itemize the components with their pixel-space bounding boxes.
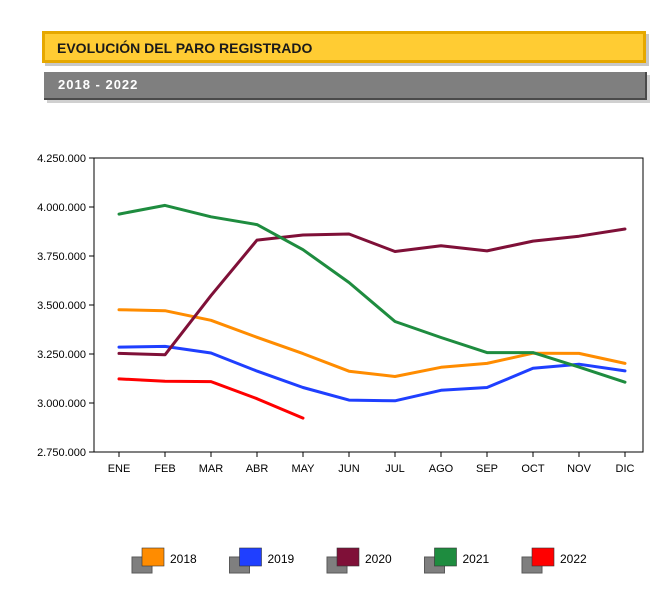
y-tick-label: 3.250.000 bbox=[37, 349, 86, 361]
chart-subtitle-banner: 2018 - 2022 bbox=[44, 72, 647, 100]
legend-item-2021: 2021 bbox=[424, 547, 490, 574]
x-tick-label: MAR bbox=[199, 463, 224, 475]
legend-label: 2018 bbox=[170, 552, 197, 566]
legend-item-2019: 2019 bbox=[229, 547, 295, 574]
x-tick-label: ENE bbox=[108, 463, 131, 475]
x-tick-label: NOV bbox=[567, 463, 592, 475]
legend-label: 2022 bbox=[560, 552, 587, 566]
x-tick-label: MAY bbox=[291, 463, 315, 475]
legend-label: 2020 bbox=[365, 552, 392, 566]
chart-title-banner: EVOLUCIÓN DEL PARO REGISTRADO bbox=[42, 31, 646, 63]
legend-item-2020: 2020 bbox=[326, 547, 392, 574]
y-tick-label: 4.250.000 bbox=[37, 153, 86, 165]
series-line-2019 bbox=[117, 344, 627, 403]
series-line-2020 bbox=[117, 227, 627, 357]
legend-swatch bbox=[434, 547, 457, 567]
chart-legend: 2018 2019 2020 2021 2022 bbox=[131, 547, 587, 574]
x-tick-label: JUN bbox=[338, 463, 359, 475]
legend-item-2018: 2018 bbox=[131, 547, 197, 574]
legend-swatch bbox=[239, 547, 262, 567]
x-tick-label: OCT bbox=[521, 463, 545, 475]
chart-title: EVOLUCIÓN DEL PARO REGISTRADO bbox=[57, 40, 313, 56]
chart-series bbox=[117, 203, 627, 420]
x-tick-label: SEP bbox=[476, 463, 498, 475]
x-tick-label: JUL bbox=[385, 463, 405, 475]
series-line-2021 bbox=[117, 203, 627, 384]
x-tick-label: AGO bbox=[429, 463, 454, 475]
y-tick-label: 3.750.000 bbox=[37, 251, 86, 263]
chart-axes: 2.750.000 3.000.000 3.250.000 3.500.000 3.75… bbox=[37, 153, 644, 475]
legend-swatch bbox=[141, 547, 165, 567]
legend-label: 2019 bbox=[268, 552, 295, 566]
y-tick-label: 4.000.000 bbox=[37, 202, 86, 214]
y-tick-label: 2.750.000 bbox=[37, 447, 86, 459]
legend-swatch bbox=[531, 547, 555, 567]
chart-subtitle: 2018 - 2022 bbox=[58, 77, 139, 92]
series-line-2022 bbox=[117, 377, 305, 420]
legend-item-2022: 2022 bbox=[521, 547, 587, 574]
y-tick-label: 3.500.000 bbox=[37, 300, 86, 312]
legend-swatch bbox=[336, 547, 360, 567]
legend-label: 2021 bbox=[463, 552, 490, 566]
y-tick-label: 3.000.000 bbox=[37, 398, 86, 410]
plot-area bbox=[93, 157, 644, 453]
series-line-2018 bbox=[117, 308, 627, 378]
x-tick-label: DIC bbox=[616, 463, 635, 475]
x-tick-label: FEB bbox=[154, 463, 175, 475]
x-tick-label: ABR bbox=[246, 463, 269, 475]
